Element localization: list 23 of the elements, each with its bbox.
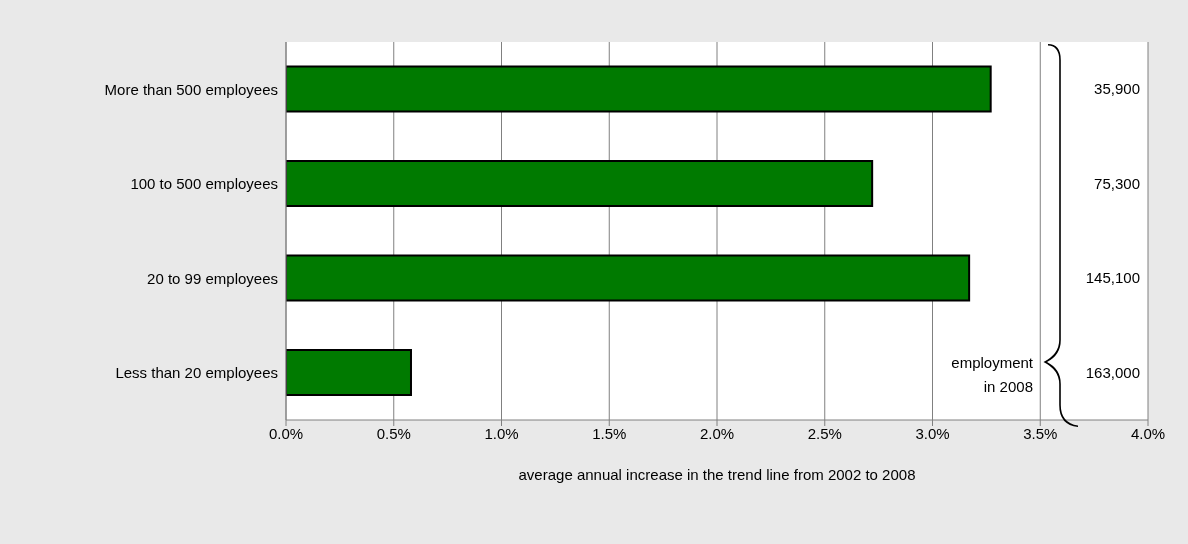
x-tick-label: 3.0% [915, 424, 950, 442]
x-tick-label: 4.0% [1130, 424, 1166, 442]
y-tick-label: More than 500 employees [104, 80, 278, 98]
annotation: 145,100 [1085, 269, 1140, 287]
annotation: 163,000 [1085, 363, 1140, 381]
x-tick-label: 0.5% [376, 424, 411, 442]
x-tick-label: 1.0% [484, 424, 519, 442]
y-tick-label: 100 to 500 employees [130, 175, 278, 193]
bar [286, 349, 412, 397]
annotation: employment in 2008 [951, 354, 1034, 395]
bar [286, 254, 971, 302]
x-axis-title: average annual increase in the trend line from 2002 to 2008 [518, 466, 916, 483]
bar [286, 160, 874, 208]
annotation: 75,300 [1094, 174, 1140, 192]
y-tick-label: 20 to 99 employees [147, 269, 278, 287]
x-tick-label: 2.0% [699, 424, 735, 442]
y-tick-label: Less than 20 employees [115, 364, 278, 382]
x-tick-label: 2.5% [807, 424, 842, 442]
x-tick-label: 1.5% [592, 424, 627, 442]
x-tick-label: 3.5% [1023, 424, 1058, 442]
annotation: 35,900 [1094, 80, 1140, 98]
x-tick-label: 0.0% [268, 424, 304, 442]
bar [286, 65, 992, 113]
